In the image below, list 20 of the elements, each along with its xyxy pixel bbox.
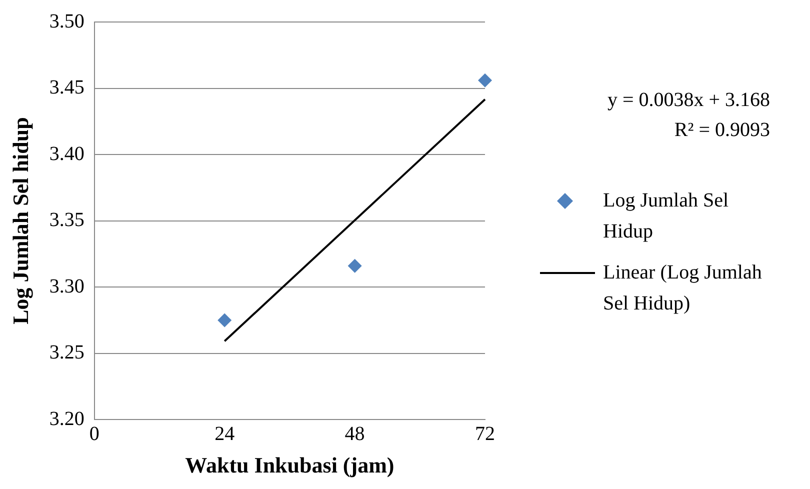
- legend-label: Linear (Log Jumlah Sel Hidup): [603, 261, 762, 314]
- x-tick-label: 48: [344, 422, 365, 445]
- x-tick-label: 24: [214, 422, 235, 445]
- x-tick-label: 72: [475, 422, 495, 445]
- y-tick-label: 3.20: [49, 408, 84, 430]
- x-axis-title: Waktu Inkubasi (jam): [185, 452, 394, 478]
- y-tick-label: 3.25: [49, 342, 84, 364]
- y-axis-title: Log Jumlah Sel hidup: [8, 117, 33, 324]
- y-tick-label: 3.35: [49, 209, 84, 232]
- point: [218, 313, 232, 328]
- y-tick-label: 3.50: [49, 10, 84, 32]
- text: R² = 0.9093: [674, 119, 770, 141]
- y-tick-label: 3.30: [49, 275, 84, 298]
- x-tick-label: 0: [89, 422, 100, 445]
- y-tick-label: 3.40: [49, 142, 84, 165]
- point: [478, 73, 492, 88]
- legend-label: Log Jumlah Sel Hidup: [603, 189, 729, 242]
- text: y = 0.0038x + 3.168: [607, 89, 770, 111]
- point: [348, 258, 362, 273]
- y-tick-label: 3.45: [49, 76, 84, 99]
